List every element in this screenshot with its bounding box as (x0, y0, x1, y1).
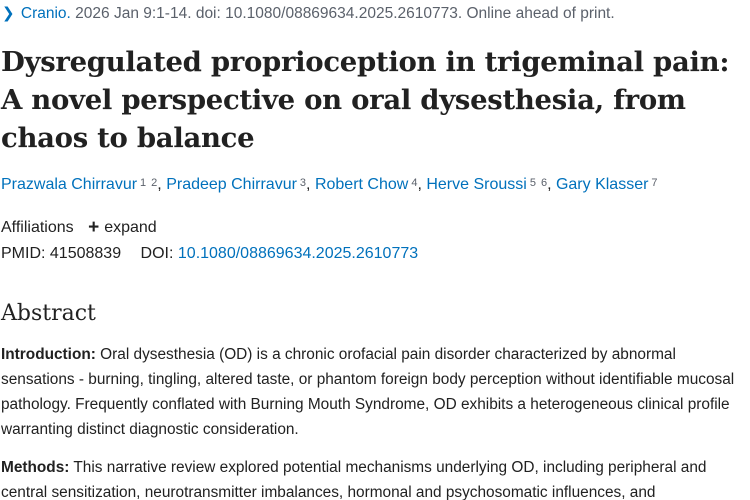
doi-label: DOI: (140, 245, 174, 262)
affiliations-row: Affiliations + expand (1, 216, 157, 238)
citation-line: ❯ Cranio. 2026 Jan 9:1-14. doi: 10.1080/… (2, 4, 615, 23)
affiliation-ref[interactable]: 7 (651, 177, 658, 189)
doi-link[interactable]: 10.1080/08869634.2025.2610773 (177, 245, 419, 262)
plus-icon: + (88, 217, 100, 238)
author-separator: , (157, 176, 167, 193)
article-title: Dysregulated proprioception in trigemina… (1, 46, 730, 154)
author-link[interactable]: Robert Chow (314, 176, 409, 193)
abstract-paragraph-methods: Methods: This narrative review explored … (1, 455, 747, 500)
author-link[interactable]: Herve Sroussi (426, 176, 527, 193)
expand-label: expand (104, 219, 157, 236)
affiliation-ref[interactable]: 3 (299, 177, 307, 189)
author-separator: , (417, 176, 427, 193)
author-separator: , (306, 176, 315, 193)
pmid-value: 41508839 (49, 245, 122, 262)
affiliation-ref[interactable]: 2 (151, 177, 158, 189)
affiliation-ref[interactable]: 6 (540, 177, 548, 189)
author-separator: , (547, 176, 556, 193)
abstract-paragraph-introduction: Introduction: Oral dysesthesia (OD) is a… (1, 342, 747, 442)
abstract-heading: Abstract (1, 301, 96, 326)
identifiers-row: PMID: 41508839 DOI: 10.1080/08869634.202… (1, 245, 418, 263)
pmid-label: PMID: (1, 245, 46, 262)
affiliation-ref[interactable]: 1 (140, 177, 147, 189)
author-list: Prazwala Chirravur 1 2, Pradeep Chirravur 3… (1, 176, 658, 194)
expand-affiliations-button[interactable]: + expand (88, 217, 157, 238)
author-link[interactable]: Pradeep Chirravur (166, 176, 297, 193)
affiliation-ref[interactable]: 4 (411, 177, 418, 189)
journal-link[interactable]: Cranio. (20, 5, 71, 22)
affiliations-label: Affiliations (1, 219, 74, 236)
section-label: Methods: (1, 459, 70, 476)
section-label: Introduction: (1, 346, 96, 363)
author-link[interactable]: Gary Klasser (555, 176, 649, 193)
section-text: Oral dysesthesia (OD) is a chronic orofa… (1, 346, 735, 438)
author-link[interactable]: Prazwala Chirravur (1, 176, 138, 193)
section-text: This narrative review explored potential… (1, 459, 707, 500)
citation-details: 2026 Jan 9:1-14. doi: 10.1080/08869634.2… (75, 5, 615, 22)
affiliation-ref[interactable]: 5 (529, 177, 536, 189)
chevron-right-icon: ❯ (2, 5, 15, 22)
